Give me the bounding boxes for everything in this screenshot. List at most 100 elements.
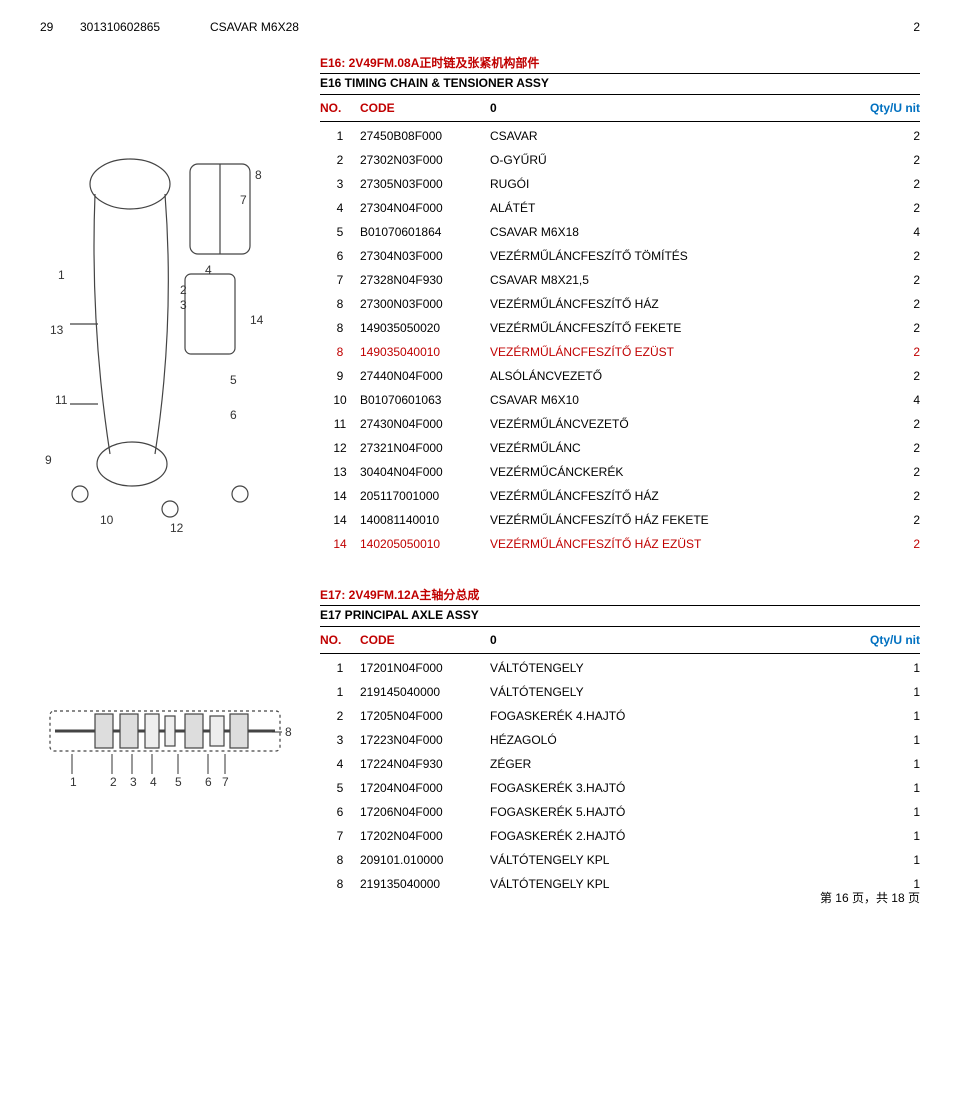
row-qty: 1 (880, 707, 920, 725)
row-desc: VEZÉRMŰLÁNCVEZETŐ (490, 415, 880, 433)
header-zero: 0 (490, 633, 530, 647)
header-zero: 0 (490, 101, 530, 115)
svg-text:7: 7 (240, 193, 247, 207)
row-no: 6 (320, 247, 360, 265)
table-row: 5B01070601864CSAVAR M6X184 (320, 220, 920, 244)
row-code: 27328N04F930 (360, 271, 490, 289)
row-qty: 1 (880, 683, 920, 701)
row-code: 27430N04F000 (360, 415, 490, 433)
row-no: 8 (320, 343, 360, 361)
table-row: 8149035040010VEZÉRMŰLÁNCFESZÍTŐ EZÜST2 (320, 340, 920, 364)
header-qty: Qty/U nit (860, 633, 920, 647)
header-no: NO. (320, 101, 360, 115)
row-desc: VEZÉRMŰLÁNCFESZÍTŐ HÁZ (490, 487, 880, 505)
row-qty: 2 (880, 535, 920, 553)
svg-text:14: 14 (250, 313, 264, 327)
svg-text:3: 3 (180, 298, 187, 312)
row-qty: 1 (880, 803, 920, 821)
row-code: 140081140010 (360, 511, 490, 529)
row-code: 27321N04F000 (360, 439, 490, 457)
row-code: 219135040000 (360, 875, 490, 893)
row-qty: 1 (880, 659, 920, 677)
row-desc: FOGASKERÉK 3.HAJTÓ (490, 779, 880, 797)
row-qty: 2 (880, 151, 920, 169)
svg-text:3: 3 (130, 775, 137, 789)
row-code: 17206N04F000 (360, 803, 490, 821)
table-row: 14140205050010VEZÉRMŰLÁNCFESZÍTŐ HÁZ EZÜ… (320, 532, 920, 556)
table-row: 727328N04F930CSAVAR M8X21,52 (320, 268, 920, 292)
row-qty: 1 (880, 851, 920, 869)
row-qty: 2 (880, 439, 920, 457)
row-code: 149035050020 (360, 319, 490, 337)
row-code: 17202N04F000 (360, 827, 490, 845)
row-no: 10 (320, 391, 360, 409)
row-desc: ZÉGER (490, 755, 880, 773)
svg-text:2: 2 (180, 283, 187, 297)
table-row: 417224N04F930ZÉGER1 (320, 752, 920, 776)
table-row: 14140081140010VEZÉRMŰLÁNCFESZÍTŐ HÁZ FEK… (320, 508, 920, 532)
row-qty: 2 (880, 295, 920, 313)
row-no: 14 (320, 487, 360, 505)
svg-text:4: 4 (205, 263, 212, 277)
page-footer: 第 16 页，共 18 页 (820, 889, 920, 906)
row-desc: CSAVAR M6X18 (490, 223, 880, 241)
row-qty: 2 (880, 247, 920, 265)
row-qty: 1 (880, 827, 920, 845)
row-qty: 2 (880, 319, 920, 337)
section1-table: 127450B08F000CSAVAR2227302N03F000O-GYŰRŰ… (320, 124, 920, 556)
svg-text:8: 8 (255, 168, 262, 182)
row-qty: 1 (880, 779, 920, 797)
row-qty: 2 (880, 415, 920, 433)
row-no: 3 (320, 731, 360, 749)
row-qty: 2 (880, 487, 920, 505)
row-code: 17201N04F000 (360, 659, 490, 677)
row-desc: VEZÉRMŰLÁNCFESZÍTŐ HÁZ (490, 295, 880, 313)
row-desc: VEZÉRMŰLÁNCFESZÍTŐ HÁZ EZÜST (490, 535, 880, 553)
row-code: B01070601864 (360, 223, 490, 241)
row-no: 8 (320, 319, 360, 337)
table-row: 617206N04F000FOGASKERÉK 5.HAJTÓ1 (320, 800, 920, 824)
svg-text:10: 10 (100, 513, 114, 527)
table-row: 1227321N04F000VEZÉRMŰLÁNC2 (320, 436, 920, 460)
section2-table: 117201N04F000VÁLTÓTENGELY11219145040000V… (320, 656, 920, 896)
row-code: 209101.010000 (360, 851, 490, 869)
section2-header: NO. CODE 0 Qty/U nit (320, 629, 920, 651)
svg-text:8: 8 (285, 725, 292, 739)
row-code: 27302N03F000 (360, 151, 490, 169)
row-no: 7 (320, 271, 360, 289)
row-desc: CSAVAR (490, 127, 880, 145)
row-no: 14 (320, 511, 360, 529)
top-code: 301310602865 (80, 20, 210, 34)
section2-diagram: 1 2 3 4 5 6 7 8 (40, 656, 300, 896)
table-row: 1330404N04F000VEZÉRMŰCÁNCKERÉK2 (320, 460, 920, 484)
row-desc: VEZÉRMŰCÁNCKERÉK (490, 463, 880, 481)
row-no: 5 (320, 223, 360, 241)
row-code: 27300N03F000 (360, 295, 490, 313)
table-row: 427304N04F000ALÁTÉT2 (320, 196, 920, 220)
row-desc: CSAVAR M6X10 (490, 391, 880, 409)
table-row: 217205N04F000FOGASKERÉK 4.HAJTÓ1 (320, 704, 920, 728)
section1-subtitle: E16 TIMING CHAIN & TENSIONER ASSY (320, 76, 920, 90)
svg-text:6: 6 (205, 775, 212, 789)
row-no: 1 (320, 683, 360, 701)
row-desc: VÁLTÓTENGELY (490, 683, 880, 701)
row-no: 11 (320, 415, 360, 433)
row-desc: VEZÉRMŰLÁNCFESZÍTŐ EZÜST (490, 343, 880, 361)
table-row: 1219145040000VÁLTÓTENGELY1 (320, 680, 920, 704)
row-code: 17204N04F000 (360, 779, 490, 797)
row-no: 3 (320, 175, 360, 193)
table-row: 827300N03F000VEZÉRMŰLÁNCFESZÍTŐ HÁZ2 (320, 292, 920, 316)
top-desc: CSAVAR M6X28 (210, 20, 880, 34)
svg-text:2: 2 (110, 775, 117, 789)
row-code: 27304N03F000 (360, 247, 490, 265)
row-no: 5 (320, 779, 360, 797)
row-code: 219145040000 (360, 683, 490, 701)
row-desc: VEZÉRMŰLÁNCFESZÍTŐ TÖMÍTÉS (490, 247, 880, 265)
row-desc: VEZÉRMŰLÁNCFESZÍTŐ FEKETE (490, 319, 880, 337)
row-qty: 2 (880, 199, 920, 217)
header-code: CODE (360, 101, 490, 115)
row-no: 6 (320, 803, 360, 821)
row-no: 4 (320, 755, 360, 773)
row-desc: VÁLTÓTENGELY (490, 659, 880, 677)
row-desc: FOGASKERÉK 2.HAJTÓ (490, 827, 880, 845)
